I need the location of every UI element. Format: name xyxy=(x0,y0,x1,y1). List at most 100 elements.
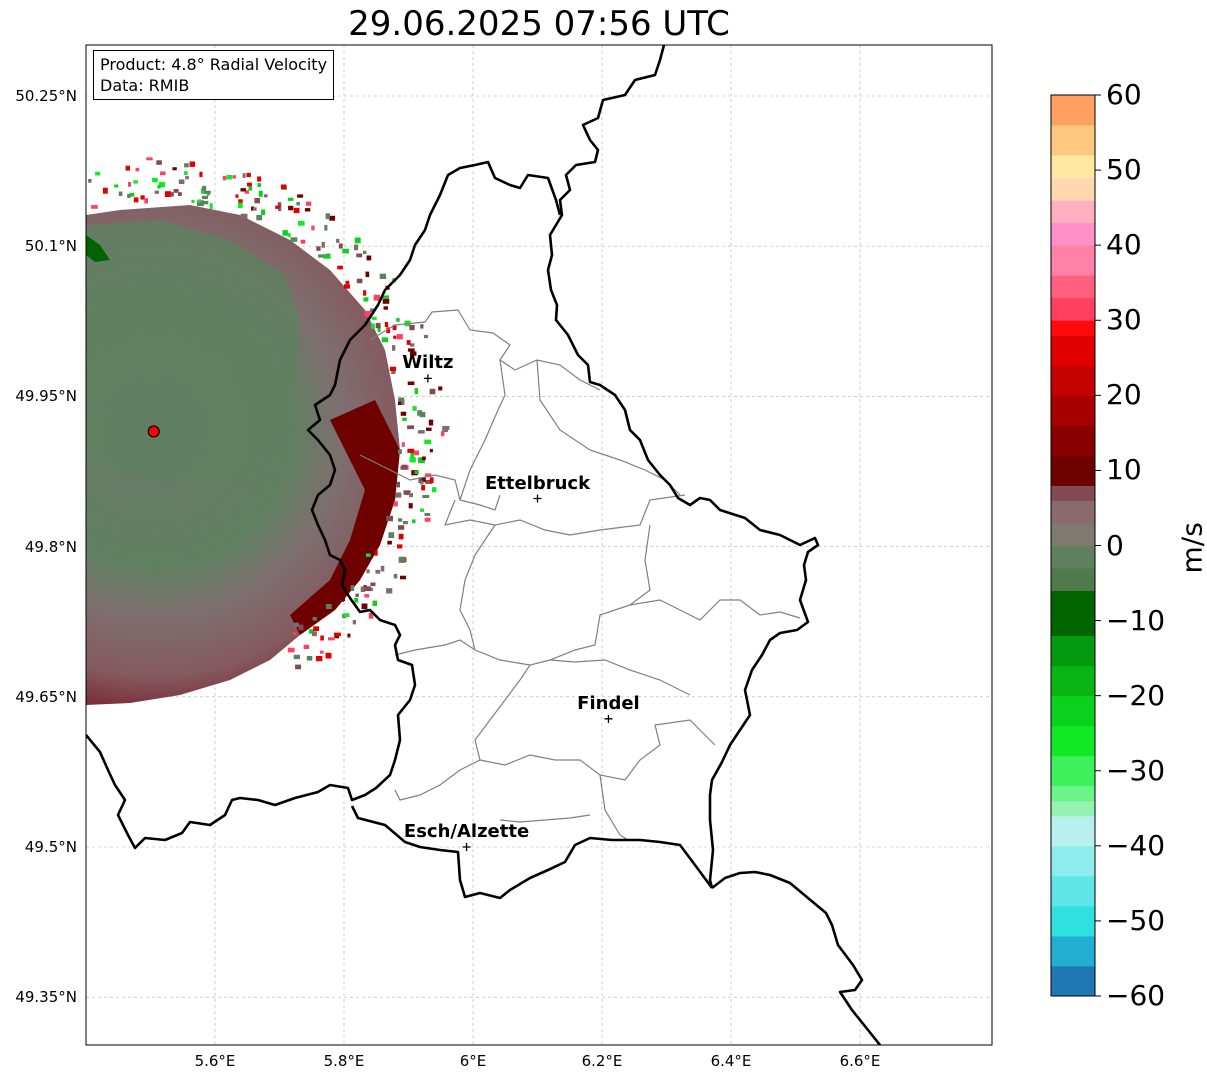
radar-speckle xyxy=(364,594,370,598)
radar-speckle xyxy=(372,600,377,606)
radar-speckle xyxy=(102,187,108,194)
radar-speckle xyxy=(178,179,185,184)
colorbar-segment xyxy=(1051,222,1095,246)
radar-speckle xyxy=(277,202,282,208)
colorbar-segment xyxy=(1051,455,1095,486)
radar-speckle xyxy=(396,481,400,488)
radar-speckle xyxy=(401,442,405,447)
radar-speckle xyxy=(172,167,177,171)
radar-speckle xyxy=(295,664,302,670)
radar-speckle xyxy=(386,507,391,513)
radar-speckle xyxy=(381,337,389,343)
city-label: Esch/Alzette xyxy=(403,821,530,842)
colorbar-segment xyxy=(1051,485,1095,501)
colorbar-segment xyxy=(1051,523,1095,546)
radar-speckle xyxy=(246,182,252,187)
radar-speckle xyxy=(256,214,263,221)
radar-speckle xyxy=(397,544,403,549)
radar-speckle xyxy=(406,340,411,345)
radar-speckle xyxy=(382,295,390,299)
radar-speckle xyxy=(232,175,236,179)
radar-speckle xyxy=(325,604,332,609)
colorbar-segment xyxy=(1051,545,1095,569)
radar-speckle xyxy=(354,244,359,251)
radar-speckle xyxy=(418,457,425,463)
radar-speckle xyxy=(409,493,413,498)
radar-speckle xyxy=(398,397,405,404)
city-label: Wiltz xyxy=(402,352,454,374)
colorbar-tick-label: 40 xyxy=(1106,228,1142,262)
radar-speckle xyxy=(342,248,349,254)
radar-speckle xyxy=(328,637,335,641)
radar-speckle xyxy=(442,426,448,432)
radar-speckle xyxy=(129,192,135,197)
radar-speckle xyxy=(226,175,233,180)
radar-speckle xyxy=(347,633,351,638)
latitude-label: 50.25°N xyxy=(15,87,77,105)
colorbar-segment xyxy=(1051,590,1095,636)
radar-speckle xyxy=(297,194,304,198)
radar-speckle xyxy=(319,650,324,654)
radar-speckle xyxy=(426,427,432,431)
radar-speckle xyxy=(368,612,374,619)
colorbar-segment xyxy=(1051,125,1095,156)
radar-speckle xyxy=(369,308,375,313)
radar-speckle xyxy=(392,324,397,331)
radar-speckle xyxy=(374,550,378,556)
radar-speckle xyxy=(384,322,389,327)
radar-speckle xyxy=(350,585,355,591)
radar-speckle xyxy=(304,208,311,212)
colorbar-segment xyxy=(1051,335,1095,366)
radar-speckle xyxy=(258,190,263,197)
radar-speckle xyxy=(173,189,179,193)
radar-speckle xyxy=(257,176,262,182)
radar-speckle xyxy=(261,209,266,216)
radar-speckle xyxy=(320,635,324,641)
colorbar-segment xyxy=(1051,275,1095,299)
city-marker xyxy=(533,494,542,503)
radar-speckle xyxy=(371,323,375,329)
radar-speckle xyxy=(410,452,415,459)
radar-speckle xyxy=(303,644,310,649)
radar-speckle xyxy=(287,197,294,201)
radar-speckle xyxy=(396,318,400,322)
radar-speckle xyxy=(114,184,119,188)
radar-speckle xyxy=(398,518,403,522)
radar-speckle xyxy=(238,199,243,205)
colorbar-segment xyxy=(1051,500,1095,524)
radar-speckle xyxy=(420,480,424,485)
radar-speckle xyxy=(425,480,432,484)
radar-speckle xyxy=(140,195,145,200)
radar-speckle xyxy=(375,322,381,329)
radar-speckle xyxy=(325,213,331,220)
radar-speckle xyxy=(91,205,98,209)
radar-speckle xyxy=(386,327,391,334)
radar-site-marker[interactable] xyxy=(147,425,160,438)
radar-speckle xyxy=(288,205,294,211)
radar-speckle xyxy=(201,195,208,199)
radar-speckle xyxy=(386,588,393,594)
radar-speckle xyxy=(305,201,312,206)
radar-speckle xyxy=(257,183,261,188)
longitude-label: 6°E xyxy=(459,1052,487,1070)
national-borders xyxy=(86,45,882,1045)
colorbar-tick-label: 0 xyxy=(1106,528,1124,562)
radar-speckle xyxy=(377,327,381,332)
colorbar-segment xyxy=(1051,155,1095,179)
data-source-label: Data: RMIB xyxy=(100,76,190,95)
radar-speckle xyxy=(363,250,367,255)
radar-speckle xyxy=(429,448,433,453)
radar-speckle xyxy=(164,191,172,197)
radar-speckle xyxy=(337,265,343,270)
radar-speckle xyxy=(441,431,445,437)
radar-speckle xyxy=(308,629,314,634)
radar-speckle xyxy=(323,254,331,259)
colorbar-segment xyxy=(1051,800,1095,817)
colorbar-tick-label: 20 xyxy=(1106,378,1142,412)
colorbar-segment xyxy=(1051,966,1095,997)
colorbar-segment xyxy=(1051,845,1095,877)
radar-speckle xyxy=(313,626,319,631)
radar-speckle xyxy=(344,284,350,289)
radar-speckle xyxy=(363,290,367,296)
